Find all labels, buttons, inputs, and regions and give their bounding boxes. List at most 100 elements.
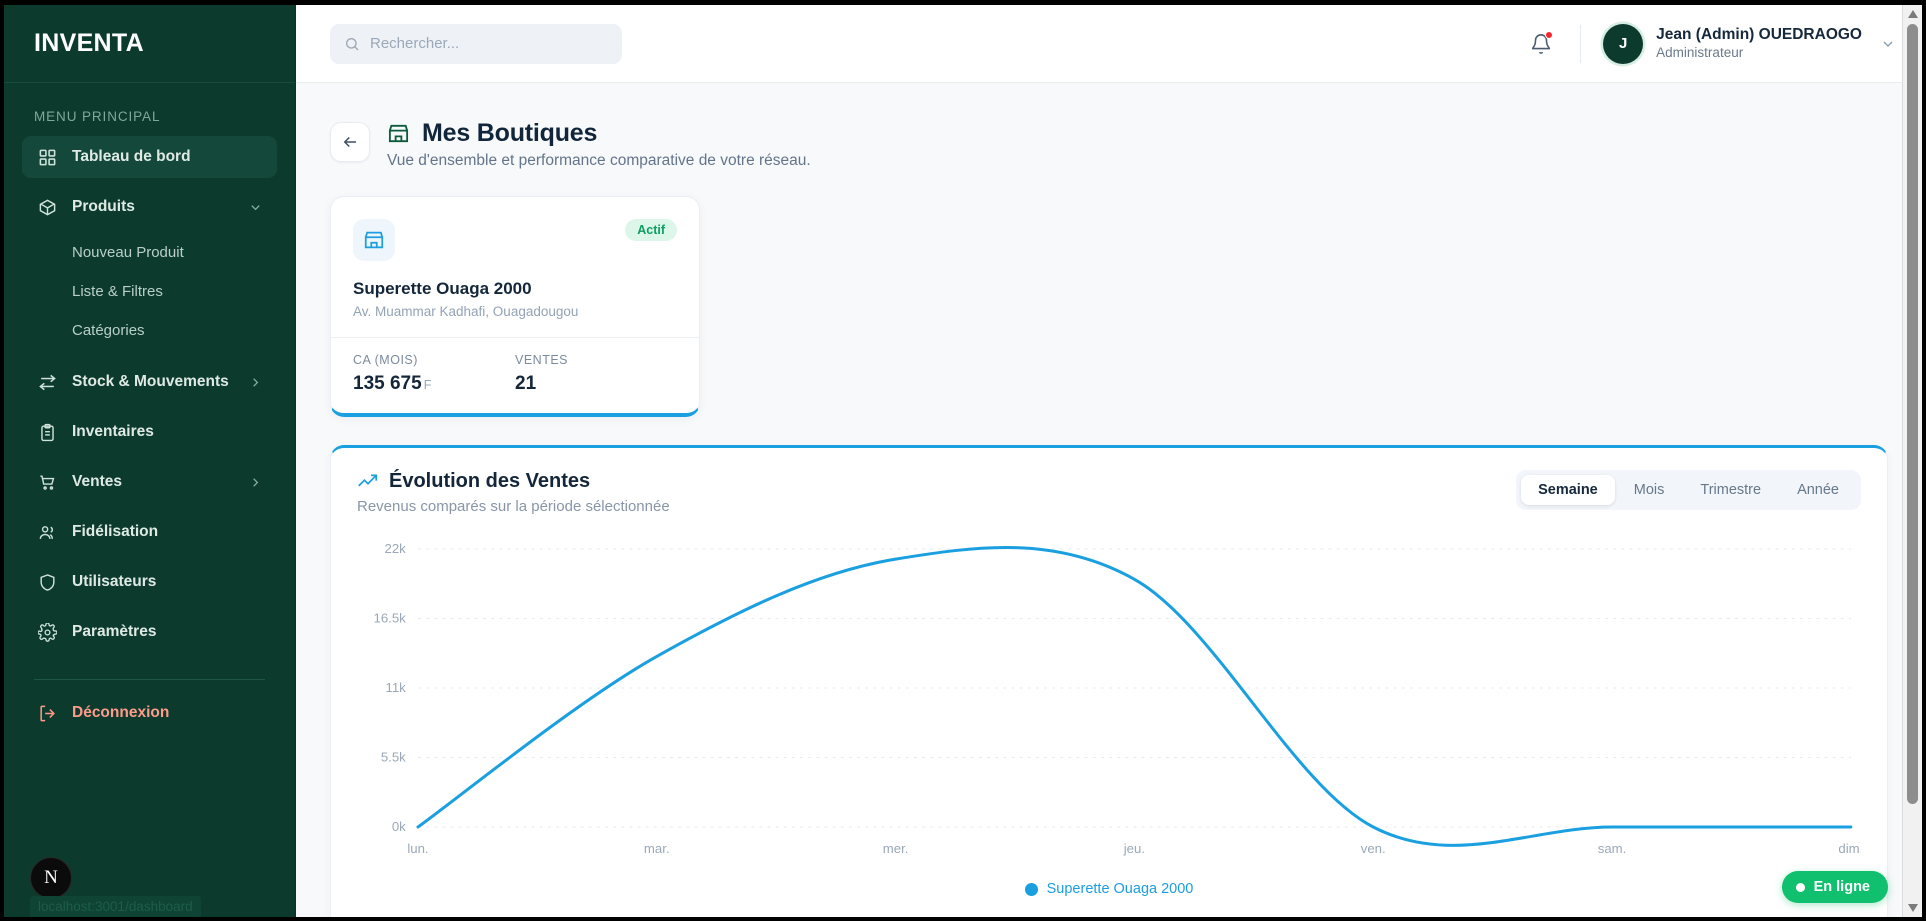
sidebar-item-produits[interactable]: Produits [22,186,277,228]
store-card-top: Actif [353,219,677,261]
page-subtitle: Vue d'ensemble et performance comparativ… [387,152,811,169]
svg-text:11k: 11k [385,680,406,695]
svg-text:0k: 0k [392,819,406,834]
brand-text: INVENTA [34,29,144,57]
logout-label: Déconnexion [72,704,170,721]
sidebar-item-stock-mouvements[interactable]: Stock & Mouvements [22,361,277,403]
tab-semaine[interactable]: Semaine [1521,475,1615,505]
sidebar-divider [34,679,265,680]
stat-number: 21 [515,373,537,394]
tab-mois[interactable]: Mois [1633,482,1665,498]
chart-legend: Superette Ouaga 2000 [357,881,1861,897]
trending-up-icon [357,471,378,492]
chevron-right-icon [248,475,263,490]
svg-text:lun.: lun. [407,841,428,856]
tab-trimestre[interactable]: Trimestre [1700,482,1762,498]
tab-annee[interactable]: Année [1797,482,1839,498]
logout-button[interactable]: Déconnexion [36,702,263,724]
stat-ca-mois: CA (MOIS) 135 675 F [353,353,515,395]
online-status-pill[interactable]: En ligne [1781,871,1888,903]
chevron-right-icon [248,375,263,390]
svg-text:ven.: ven. [1361,841,1386,856]
svg-text:mar.: mar. [644,841,670,856]
sidebar-item-label: Tableau de bord [72,148,191,165]
main-area: J Jean (Admin) OUEDRAOGO Administrateur [296,5,1922,917]
sidebar-item-utilisateurs[interactable]: Utilisateurs [22,561,277,603]
store-card[interactable]: Actif Superette Ouaga 2000 Av. Muammar K… [330,196,700,417]
sidebar-subitem-liste-filtres[interactable]: Liste & Filtres [72,283,163,300]
chart-svg: 0k 5.5k 11k 16.5k 22k lun. mar. mer. jeu. ven. sam… [373,541,1861,856]
chart-title-block: Évolution des Ventes Revenus comparés su… [357,470,670,515]
page-title-row: Mes Boutiques [387,119,811,148]
grid-icon [36,146,58,168]
scroll-down-arrow-icon[interactable] [1903,899,1922,917]
corner-avatar-initial: N [44,867,58,888]
cart-icon [36,471,58,493]
store-icon [353,219,395,261]
menu-section-label: MENU PRINCIPAL [34,109,161,124]
transfer-icon [36,371,58,393]
online-label: En ligne [1813,879,1870,895]
logout-icon [36,702,58,724]
store-cards-row: Actif Superette Ouaga 2000 Av. Muammar K… [296,170,1922,417]
store-card-body: Actif Superette Ouaga 2000 Av. Muammar K… [331,197,699,319]
gear-icon [36,621,58,643]
sidebar-item-inventaires[interactable]: Inventaires [22,411,277,453]
back-button[interactable] [330,122,370,162]
brand-logo[interactable]: INVENTA [4,5,295,83]
topbar: J Jean (Admin) OUEDRAOGO Administrateur [296,5,1922,83]
sidebar-item-fidelisation[interactable]: Fidélisation [22,511,277,553]
store-name: Superette Ouaga 2000 [353,279,532,298]
page-scrollbar[interactable] [1902,5,1922,917]
scroll-up-arrow-icon[interactable] [1903,5,1922,23]
sidebar-item-label: Produits [72,198,135,215]
store-icon [387,122,410,145]
app-window: INVENTA MENU PRINCIPAL Tableau de bord [4,5,1922,917]
search-icon [344,36,360,52]
notification-badge-dot [1545,30,1554,39]
svg-text:sam.: sam. [1598,841,1627,856]
scrollbar-thumb[interactable] [1907,24,1918,804]
chart-card: Évolution des Ventes Revenus comparés su… [330,445,1888,917]
sidebar-item-ventes[interactable]: Ventes [22,461,277,503]
sidebar-nav: Tableau de bord Produits Nouveau Produit… [4,136,295,661]
search-input[interactable] [370,35,608,52]
sidebar-item-tableau-de-bord[interactable]: Tableau de bord [22,136,277,178]
svg-text:mer.: mer. [883,841,909,856]
sidebar-item-parametres[interactable]: Paramètres [22,611,277,653]
store-address: Av. Muammar Kadhafi, Ouagadougou [353,304,579,319]
notifications-button[interactable] [1524,27,1558,61]
box-icon [36,196,58,218]
period-selector: Semaine Mois Trimestre Année [1516,470,1861,510]
online-dot-icon [1795,882,1805,892]
search-box[interactable] [330,23,622,64]
user-role: Administrateur [1656,45,1744,61]
page-title: Mes Boutiques [422,119,598,147]
corner-avatar[interactable]: N [30,857,72,899]
chart-subtitle: Revenus comparés sur la période sélectio… [357,498,670,515]
stat-label: VENTES [515,353,569,367]
sidebar-item-label: Stock & Mouvements [72,373,229,390]
sidebar-item-label: Paramètres [72,623,157,640]
sidebar-item-label: Fidélisation [72,523,159,540]
sidebar-item-label: Ventes [72,473,122,490]
chart-title-row: Évolution des Ventes [357,470,670,493]
svg-text:jeu.: jeu. [1123,841,1145,856]
svg-text:dim.: dim. [1838,841,1861,856]
sidebar-subitem-nouveau-produit[interactable]: Nouveau Produit [72,244,184,261]
sidebar: INVENTA MENU PRINCIPAL Tableau de bord [4,5,296,917]
content-area: Mes Boutiques Vue d'ensemble et performa… [296,83,1922,917]
user-info: Jean (Admin) OUEDRAOGO Administrateur [1656,25,1862,62]
sidebar-subitem-categories[interactable]: Catégories [72,322,145,339]
sales-line-chart: 0k 5.5k 11k 16.5k 22k lun. mar. mer. jeu. ven. sam… [357,537,1861,867]
sidebar-item-label: Utilisateurs [72,573,157,590]
stat-label: CA (MOIS) [353,353,418,367]
avatar: J [1603,23,1644,64]
stat-ventes: VENTES 21 [515,353,677,395]
legend-color-swatch [1024,882,1038,896]
user-name: Jean (Admin) OUEDRAOGO [1656,26,1862,44]
chevron-down-icon [1880,36,1896,52]
user-menu[interactable]: J Jean (Admin) OUEDRAOGO Administrateur [1603,23,1896,64]
stat-value: 135 675 F [353,373,515,395]
store-stats: CA (MOIS) 135 675 F VENTES 21 [331,337,699,413]
